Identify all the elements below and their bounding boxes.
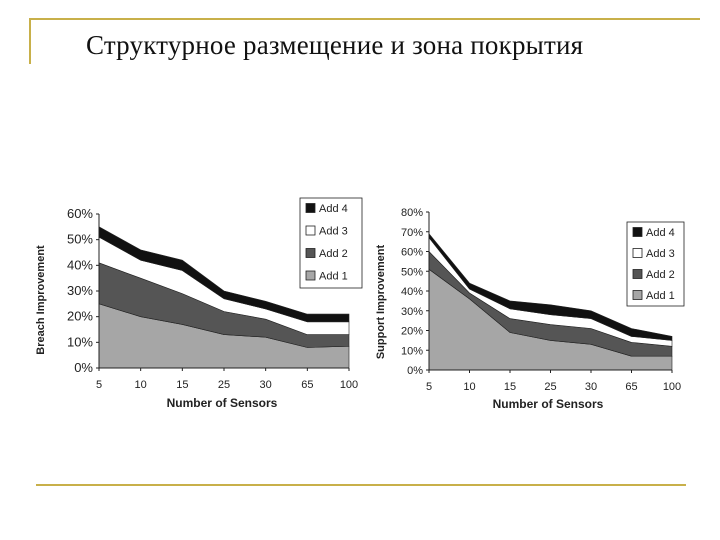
y-tick-label: 10%	[401, 345, 423, 357]
y-tick-label: 60%	[401, 247, 423, 259]
x-tick-label: 30	[585, 381, 597, 393]
left-accent-rule	[29, 18, 31, 64]
y-tick-label: 50%	[401, 266, 423, 278]
series-area-add-4	[98, 226, 350, 323]
x-tick-label: 5	[426, 381, 432, 393]
y-tick-label: 60%	[67, 206, 93, 221]
legend-swatch-add-1	[632, 290, 643, 300]
legend-swatch-add-2	[632, 269, 643, 279]
y-tick-label: 70%	[401, 227, 423, 239]
legend-swatch-add-4	[305, 203, 316, 213]
x-tick-label: 25	[218, 379, 230, 391]
y-tick-label: 20%	[401, 326, 423, 338]
legend-swatch-add-3	[632, 248, 643, 258]
x-tick-label: 65	[625, 381, 637, 393]
x-tick-label: 15	[176, 379, 188, 391]
series-area-add-4	[428, 232, 673, 341]
slide-title: Структурное размещение и зона покрытия	[86, 30, 584, 60]
x-tick-label: 10	[135, 379, 147, 391]
legend-label-add-1: Add 1	[319, 271, 348, 283]
legend-label-add-4: Add 4	[319, 203, 348, 215]
y-tick-label: 30%	[401, 306, 423, 318]
bottom-accent-rule	[36, 484, 686, 486]
legend-swatch-add-3	[305, 225, 316, 236]
x-axis-label: Number of Sensors	[167, 396, 278, 410]
y-tick-label: 10%	[67, 334, 93, 349]
x-tick-label: 100	[340, 379, 358, 391]
x-tick-label: 10	[463, 381, 475, 393]
legend-label-add-3: Add 3	[646, 248, 675, 260]
legend-swatch-add-1	[305, 270, 316, 281]
x-tick-label: 5	[96, 379, 102, 391]
legend-label-add-3: Add 3	[319, 226, 348, 238]
x-tick-label: 65	[301, 379, 313, 391]
y-tick-label: 20%	[67, 309, 93, 324]
y-tick-label: 40%	[67, 257, 93, 272]
x-tick-label: 25	[544, 381, 556, 393]
legend-label-add-2: Add 2	[646, 269, 675, 281]
y-axis-label: Breach Improvement	[35, 245, 47, 355]
x-axis-label: Number of Sensors	[493, 397, 604, 411]
legend-label-add-1: Add 1	[646, 290, 675, 302]
x-tick-label: 15	[504, 381, 516, 393]
y-tick-label: 50%	[67, 232, 93, 247]
legend-swatch-add-4	[632, 227, 643, 237]
x-tick-label: 100	[663, 381, 681, 393]
y-axis-label: Support Improvement	[375, 245, 387, 360]
y-tick-label: 0%	[407, 365, 423, 377]
legend-label-add-4: Add 4	[646, 227, 675, 239]
y-tick-label: 0%	[74, 360, 93, 375]
legend-label-add-2: Add 2	[319, 248, 348, 260]
y-tick-label: 80%	[401, 207, 423, 219]
top-accent-rule	[30, 18, 700, 20]
y-tick-label: 40%	[401, 286, 423, 298]
x-tick-label: 30	[260, 379, 272, 391]
y-tick-label: 30%	[67, 283, 93, 298]
legend-swatch-add-2	[305, 248, 316, 258]
